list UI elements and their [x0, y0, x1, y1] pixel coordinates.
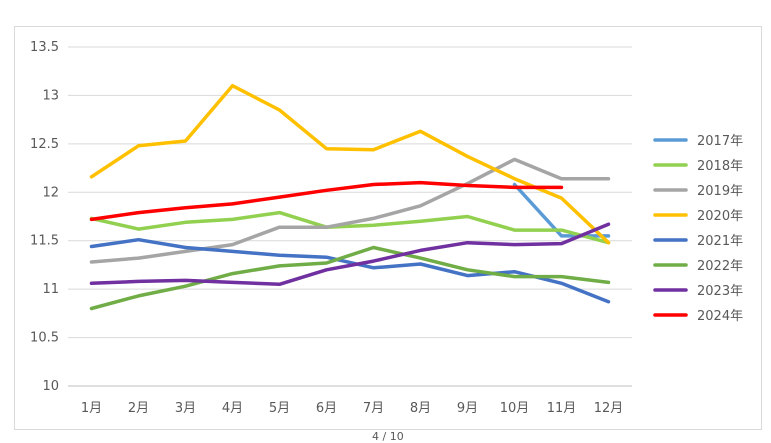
legend-label: 2021年: [697, 234, 743, 249]
x-tick-label: 7月: [363, 401, 384, 416]
chart-frame: 10 10.5 11 11.5 12 12.5 13 13.5 1月 2月 3月 4月 5月 6月 7月 8月…: [14, 26, 762, 430]
y-tick-label: 12.5: [30, 137, 59, 152]
y-tick-label: 11: [42, 282, 59, 297]
x-tick-label: 2月: [128, 401, 149, 416]
series-line-2017: [512, 182, 611, 238]
y-tick-label: 13: [42, 88, 59, 103]
legend-label: 2022年: [697, 259, 743, 274]
line-chart: 10 10.5 11 11.5 12 12.5 13 13.5 1月 2月 3月 4月 5月 6月 7月 8月…: [30, 40, 743, 416]
y-tick-label: 11.5: [30, 234, 59, 249]
x-tick-label: 4月: [222, 401, 243, 416]
y-tick-label: 13.5: [30, 40, 59, 55]
y-tick-label: 10.5: [30, 331, 59, 346]
series-line-2021: [89, 237, 611, 304]
series-line-2023: [89, 222, 611, 287]
series-line-2018: [89, 210, 611, 245]
legend-label: 2023年: [697, 284, 743, 299]
legend-label: 2020年: [697, 209, 743, 224]
legend-label: 2017年: [697, 134, 743, 149]
series-line-2024: [89, 180, 564, 222]
series-line-2022: [89, 245, 611, 311]
x-tick-label: 3月: [175, 401, 196, 416]
x-tick-label: 11月: [547, 401, 577, 416]
x-tick-label: 9月: [457, 401, 478, 416]
x-tick-label: 6月: [316, 401, 337, 416]
y-tick-label: 10: [42, 379, 59, 394]
legend-label: 2019年: [697, 184, 743, 199]
x-tick-label: 8月: [410, 401, 431, 416]
legend-label: 2018年: [697, 159, 743, 174]
page-number: 4 / 10: [372, 430, 404, 443]
x-tick-label: 5月: [269, 401, 290, 416]
x-tick-label: 10月: [500, 401, 530, 416]
series-line-2019: [89, 157, 611, 264]
x-tick-label: 12月: [594, 401, 624, 416]
legend-label: 2024年: [697, 309, 743, 324]
series-line-2020: [89, 83, 611, 245]
x-tick-label: 1月: [81, 401, 102, 416]
y-tick-label: 12: [42, 185, 59, 200]
